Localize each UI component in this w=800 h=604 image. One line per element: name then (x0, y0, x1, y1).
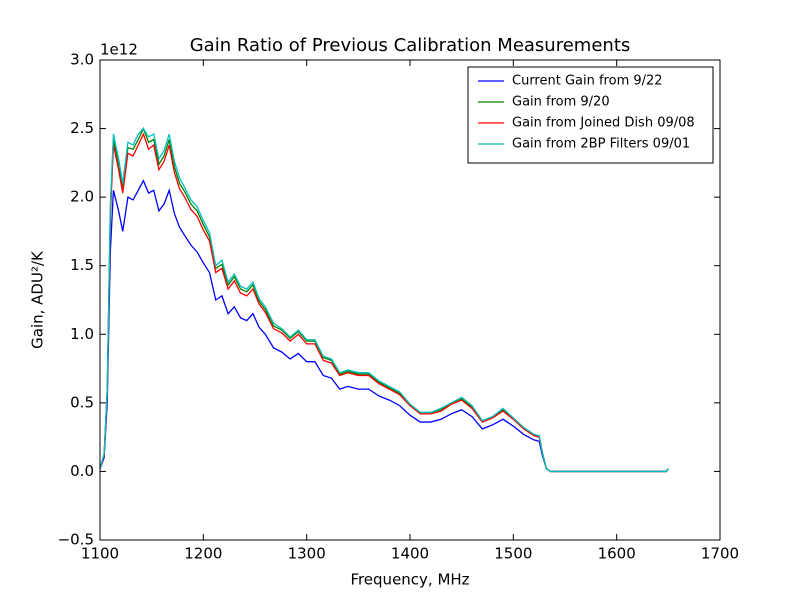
y-offset-label: 1e12 (100, 41, 138, 59)
x-tick-label: 1700 (701, 545, 739, 563)
plot-frame (99, 59, 721, 541)
x-tick-label: 1200 (184, 545, 222, 563)
x-axis-label: Frequency, MHz (350, 571, 469, 589)
legend-label: Gain from 2BP Filters 09/01 (512, 137, 690, 152)
y-tick-label: 1.0 (70, 325, 94, 343)
legend-label: Current Gain from 9/22 (512, 74, 663, 89)
y-tick-label: 0.5 (70, 393, 94, 411)
series-line (99, 132, 669, 473)
y-tick-label: 2.0 (70, 188, 94, 206)
series-line (99, 179, 669, 473)
x-tick-label: 1400 (391, 545, 429, 563)
y-tick-label: 2.5 (70, 119, 94, 137)
y-tick-label: 3.0 (70, 51, 94, 69)
x-tick-label: 1300 (288, 545, 326, 563)
series-line (99, 127, 669, 473)
x-tick-label: 1600 (598, 545, 636, 563)
y-tick-label: −0.5 (58, 531, 94, 549)
legend-label: Gain from 9/20 (512, 95, 610, 110)
legend-label: Gain from Joined Dish 09/08 (512, 116, 695, 131)
y-tick-label: 0.0 (70, 462, 94, 480)
chart-title: Gain Ratio of Previous Calibration Measu… (190, 35, 631, 56)
x-tick-label: 1500 (494, 545, 532, 563)
series-line (99, 126, 669, 473)
x-tick-label: 1100 (81, 545, 119, 563)
legend-box (467, 66, 714, 164)
y-axis-label: Gain, ADU²/K (29, 250, 47, 349)
y-tick-label: 1.5 (70, 256, 94, 274)
